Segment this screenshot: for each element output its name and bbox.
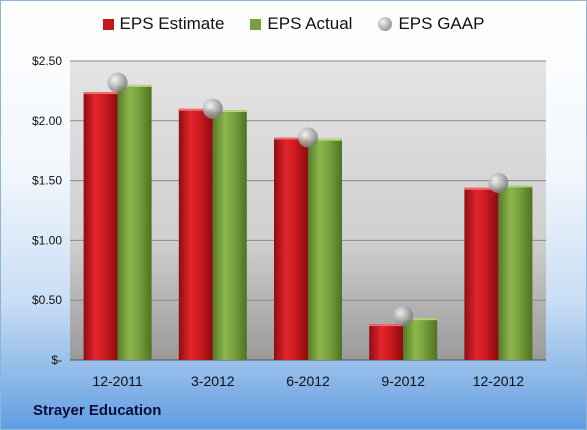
bar-eps-actual — [498, 185, 533, 360]
marker-eps-gaap — [393, 305, 414, 326]
y-tick-label: $- — [51, 353, 62, 367]
bar-eps-actual — [212, 110, 247, 360]
bar-eps-actual-highlight — [403, 318, 438, 321]
legend-item-eps-gaap: EPS GAAP — [378, 14, 484, 34]
legend-swatch-eps-actual — [250, 18, 262, 30]
y-tick-label: $0.50 — [32, 293, 62, 307]
legend-label-eps-estimate: EPS Estimate — [119, 14, 225, 33]
x-tick-label: 3-2012 — [191, 373, 235, 389]
x-tick-label: 9-2012 — [381, 373, 425, 389]
bar-eps-actual-highlight — [498, 185, 533, 188]
legend-item-eps-actual: EPS Actual — [250, 14, 352, 34]
legend-swatch-eps-gaap — [378, 17, 393, 31]
bar-eps-estimate — [83, 92, 118, 360]
bar-eps-estimate-highlight — [83, 92, 118, 95]
bars — [83, 84, 533, 361]
x-tick-label: 12-2012 — [473, 373, 525, 389]
y-tick-label: $1.00 — [32, 233, 62, 247]
legend-swatch-eps-estimate — [102, 18, 114, 30]
bar-eps-estimate — [274, 137, 308, 360]
legend: EPS Estimate EPS Actual EPS GAAP — [0, 14, 587, 34]
bar-eps-actual — [117, 84, 152, 361]
y-tick-label: $1.50 — [32, 174, 62, 188]
bar-eps-estimate-highlight — [369, 324, 404, 327]
marker-eps-gaap — [202, 98, 223, 119]
marker-eps-gaap — [107, 72, 128, 93]
bar-eps-actual — [403, 318, 438, 360]
bar-eps-estimate — [178, 108, 213, 360]
bar-eps-actual-highlight — [212, 110, 247, 113]
x-axis-ticks: 12-2011 3-2012 6-2012 9-2012 12-2012 — [92, 373, 524, 389]
marker-eps-gaap — [488, 172, 509, 193]
company-name: Strayer Education — [33, 402, 162, 419]
bar-eps-estimate — [464, 187, 499, 360]
bar-eps-actual-highlight — [117, 84, 152, 87]
y-tick-label: $2.50 — [32, 54, 62, 68]
gaap-markers — [107, 72, 509, 326]
legend-label-eps-gaap: EPS GAAP — [398, 14, 485, 33]
bar-eps-estimate-highlight — [274, 137, 308, 140]
y-tick-label: $2.00 — [32, 114, 62, 128]
bar-eps-actual-highlight — [308, 138, 342, 141]
marker-eps-gaap — [298, 127, 318, 148]
bar-eps-estimate-highlight — [464, 187, 499, 190]
y-axis-ticks: $- $0.50 $1.00 $1.50 $2.00 $2.50 — [32, 54, 62, 367]
bar-eps-actual — [308, 138, 342, 360]
x-tick-label: 12-2011 — [92, 373, 143, 389]
bar-eps-estimate — [369, 324, 404, 360]
bar-eps-estimate-highlight — [178, 108, 213, 111]
legend-item-eps-estimate: EPS Estimate — [102, 14, 225, 34]
x-tick-label: 6-2012 — [286, 373, 330, 389]
legend-label-eps-actual: EPS Actual — [267, 14, 353, 33]
